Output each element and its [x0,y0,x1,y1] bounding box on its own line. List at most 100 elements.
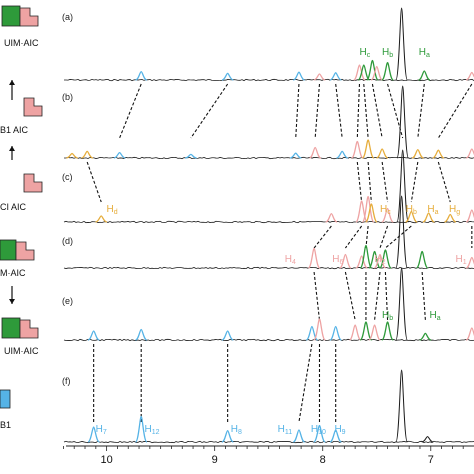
peak-1-7 [351,140,364,159]
peak-5-3 [292,429,305,443]
side-label-1: B1 AIC [0,125,29,135]
spectrum-baseline-4 [63,338,474,342]
side-structure-icons [0,5,43,409]
peak-5-0 [87,426,100,443]
peak-1-0 [66,152,78,159]
peak-2-5 [381,207,394,223]
peak-2-0 [95,215,108,223]
peak-1-12 [432,149,445,159]
peak-2-8 [422,212,435,223]
peak-2-9 [444,213,457,223]
peak-2-10 [465,209,474,223]
side-label-3: M·AIC [0,268,26,278]
spectrum-baseline-3 [63,266,474,270]
correlation-line-1-4 [410,161,419,203]
peak-4-11 [419,332,432,341]
panel-letter-3: (d) [62,236,73,246]
peak-3-0 [307,247,321,269]
correlation-line-2-0 [313,225,332,249]
correlation-line-0-3 [314,83,321,139]
correlation-line-2-4 [385,225,412,249]
panel-letter-5: (f) [62,376,71,386]
peak-label-0-2: Ha [419,47,430,59]
x-axis: 10 9 8 7 [63,445,474,466]
peak-0-5 [353,64,366,81]
peak-5-2 [221,429,234,443]
peak-1-10 [396,85,409,159]
peak-0-11 [418,70,431,81]
peak-1-13 [465,148,474,159]
peak-label-3-2: H2 [374,254,385,266]
correlation-line-3-5 [421,271,426,321]
side-icon-pink-3 [15,241,35,261]
correlation-line-1-0 [86,161,102,203]
panel-letter-2: (c) [62,172,73,182]
peak-4-8 [368,324,381,341]
peak-label-5-2: H8 [231,424,242,436]
correlation-line-2-1 [344,225,363,249]
side-label-0: UIM·AIC [4,38,39,48]
side-arrows [9,80,15,304]
peak-3-4 [368,250,381,269]
correlation-line-0-0 [119,83,142,139]
correlation-line-1-3 [381,161,389,203]
peak-label-5-4: H10 [311,424,326,436]
peak-4-7 [359,321,373,341]
side-icon-green-4 [1,317,21,339]
peak-3-8 [416,250,429,269]
peak-0-3 [313,73,326,81]
peak-label-5-1: H12 [144,424,159,436]
correlation-line-2-3 [379,225,389,249]
peak-5-5 [329,429,342,443]
peak-1-1 [81,150,94,159]
correlation-line-0-6 [363,83,369,139]
peak-0-1 [221,72,234,81]
peak-label-2-3: Ha [427,204,438,216]
peak-0-9 [381,61,394,81]
correlation-line-3-0 [313,271,321,321]
peak-5-1 [134,415,148,443]
peak-label-5-0: H7 [96,424,107,436]
correlation-line-3-4 [384,271,389,321]
side-icon-green-0 [1,5,21,27]
peak-3-7 [395,195,408,269]
peak-label-3-3: H1 [455,254,466,266]
panel-letter-1: (b) [62,92,73,102]
peak-4-10 [395,267,408,341]
peak-4-9 [381,321,394,341]
peak-label-4-0: Hb [382,310,393,322]
peak-1-5 [309,146,322,159]
peak-0-6 [357,64,370,81]
correlation-line-0-10 [437,83,473,139]
x-tick-label-0: 10 [100,454,112,466]
peak-label-2-2: Hb [406,204,417,216]
peak-5-6 [395,369,408,443]
peak-2-7 [405,210,418,223]
correlation-line-3-1 [344,271,356,321]
side-arrow-up-1-head [9,146,15,151]
peak-4-5 [329,325,342,341]
peak-label-3-1: H6 [332,254,343,266]
peak-label-4-1: Ha [430,310,441,322]
peak-label-2-4: Hg [449,204,460,216]
spectrum-baseline-1 [63,156,474,160]
peak-5-7 [421,436,434,443]
side-label-2: CI AIC [0,202,27,212]
correlation-line-0-1 [190,83,229,139]
side-icon-pink-2 [23,173,43,193]
correlation-line-0-5 [356,83,361,139]
peak-2-1 [325,212,338,223]
peak-1-11 [411,148,424,159]
correlation-line-1-5 [437,161,451,203]
peak-4-3 [305,325,318,341]
peak-label-0-1: Hb [382,47,393,59]
peak-1-6 [336,150,349,159]
correlation-line-4-3 [298,343,313,423]
peak-2-4 [365,203,378,223]
peak-1-2 [113,151,126,159]
peak-3-5 [373,253,387,269]
peak-5-4 [313,424,326,443]
peak-3-6 [379,249,392,269]
peak-0-8 [370,65,383,81]
peak-4-0 [87,330,100,341]
